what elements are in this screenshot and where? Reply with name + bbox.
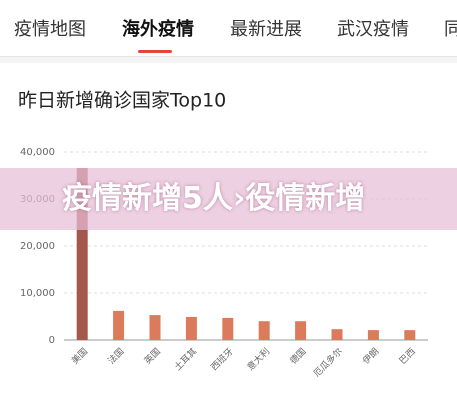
bar xyxy=(367,330,379,340)
bar xyxy=(258,321,270,340)
bar xyxy=(149,315,161,340)
y-tick-label: 20,000 xyxy=(20,241,55,252)
x-tick-label: 意大利 xyxy=(245,345,273,373)
banner[interactable]: 疫情新增5人›役情新增 xyxy=(0,168,457,230)
bar xyxy=(222,317,234,340)
y-tick-label: 10,000 xyxy=(20,288,55,299)
bar xyxy=(404,330,416,340)
x-tick-label: 伊朗 xyxy=(360,345,381,366)
separator xyxy=(0,57,457,63)
chart-title: 昨日新增确诊国家Top10 xyxy=(18,90,226,112)
x-tick-label: 土耳其 xyxy=(172,345,200,373)
tab[interactable]: 疫情地图 xyxy=(14,19,86,40)
x-tick-label: 英国 xyxy=(142,345,163,366)
bar xyxy=(185,316,197,340)
x-tick-label: 法国 xyxy=(105,345,126,366)
x-tick-label: 美国 xyxy=(69,345,90,366)
bar xyxy=(331,329,343,340)
x-tick-label: 德国 xyxy=(287,345,308,366)
tab[interactable]: 武汉疫情 xyxy=(337,19,409,40)
tab-active[interactable]: 海外疫情 xyxy=(122,19,194,40)
tab-underline xyxy=(138,50,172,53)
y-tick-label: 40,000 xyxy=(20,147,55,158)
bar xyxy=(76,167,88,340)
x-tick-label: 厄瓜多尔 xyxy=(311,345,345,379)
tab[interactable]: 同 xyxy=(444,15,457,41)
bar xyxy=(295,321,307,340)
bar xyxy=(113,310,125,340)
x-tick-label: 巴西 xyxy=(397,346,418,367)
x-tick-label: 西班牙 xyxy=(208,345,236,373)
tab-bar: 疫情地图 海外疫情 最新进展 武汉疫情 同 xyxy=(0,0,457,57)
y-tick-label: 0 xyxy=(49,335,55,346)
tab[interactable]: 最新进展 xyxy=(230,19,302,40)
